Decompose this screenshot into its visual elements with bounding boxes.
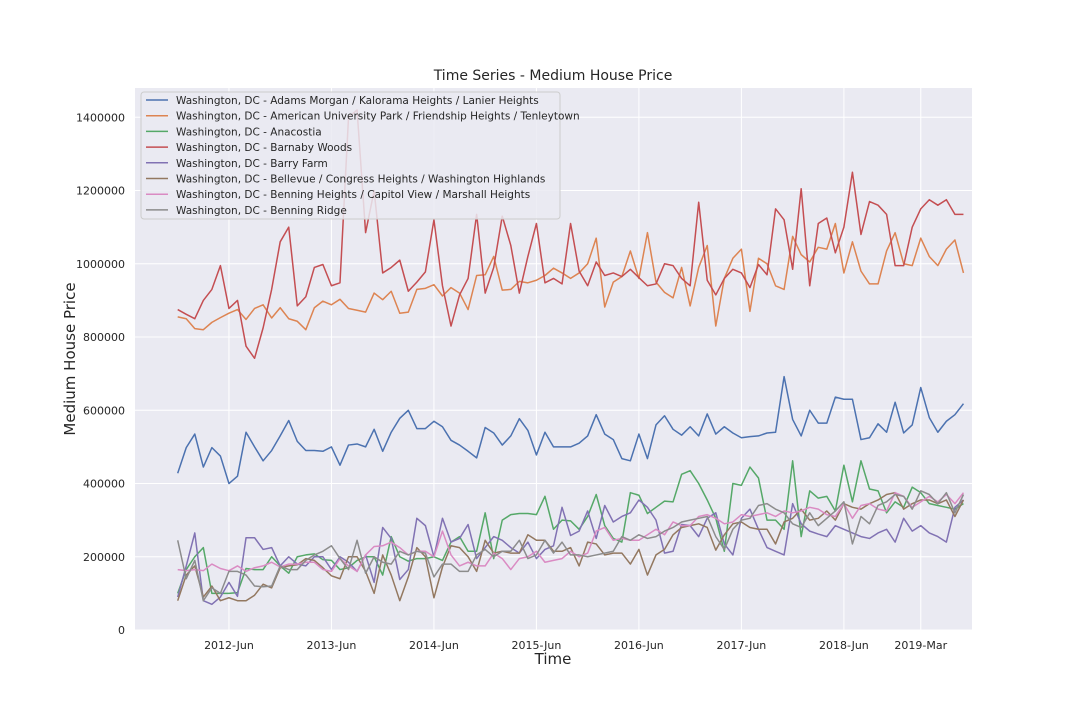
y-tick-label: 400000 xyxy=(83,478,125,491)
series-line xyxy=(176,490,965,602)
y-tick-label: 800000 xyxy=(83,331,125,344)
x-axis-ticks: 2012-Jun 2013-Jun 2014-Jun 2015-Jun 2016-Jun… xyxy=(204,639,948,652)
y-axis-ticks: 0 200000 400000 600000 800000 1000000 1200000 1… xyxy=(76,111,125,637)
x-tick-label: 2019-Mar xyxy=(894,639,947,652)
legend-entry-label: Washington, DC - Barnaby Woods xyxy=(176,142,352,154)
chart-title: Time Series - Medium House Price xyxy=(433,68,673,84)
legend-entry-label: Washington, DC - Benning Ridge xyxy=(176,205,347,217)
y-tick-label: 600000 xyxy=(83,404,125,417)
legend-entry-label: Washington, DC - Bellevue / Congress Hei… xyxy=(176,174,545,186)
series-line xyxy=(176,460,964,595)
y-tick-label: 200000 xyxy=(83,551,125,564)
legend-entry-label: Washington, DC - American University Par… xyxy=(176,111,580,123)
x-tick-label: 2017-Jun xyxy=(717,639,767,652)
series-line xyxy=(177,109,964,360)
series-lines xyxy=(176,109,965,606)
x-tick-label: 2016-Jun xyxy=(614,639,664,652)
x-tick-label: 2012-Jun xyxy=(204,639,254,652)
x-axis-label: Time xyxy=(534,650,572,668)
legend-box xyxy=(140,91,561,220)
series-line xyxy=(177,491,965,573)
legend-entry-label: Washington, DC - Barry Farm xyxy=(176,158,328,170)
legend: Washington, DC - Adams Morgan / Kalorama… xyxy=(140,91,580,220)
legend-entry-label: Washington, DC - Benning Heights / Capit… xyxy=(176,189,530,201)
y-tick-label: 0 xyxy=(118,624,125,637)
y-tick-label: 1400000 xyxy=(76,111,125,124)
x-tick-label: 2018-Jun xyxy=(819,639,869,652)
legend-entry-label: Washington, DC - Anacostia xyxy=(176,126,322,138)
x-tick-label: 2015-Jun xyxy=(512,639,562,652)
y-tick-label: 1000000 xyxy=(76,258,125,271)
y-tick-label: 1200000 xyxy=(76,185,125,198)
x-tick-label: 2014-Jun xyxy=(409,639,459,652)
x-tick-label: 2013-Jun xyxy=(307,639,357,652)
series-line xyxy=(177,222,965,331)
legend-entry-label: Washington, DC - Adams Morgan / Kalorama… xyxy=(176,95,539,107)
series-line xyxy=(176,375,965,485)
y-axis-label: Medium House Price xyxy=(61,282,79,435)
